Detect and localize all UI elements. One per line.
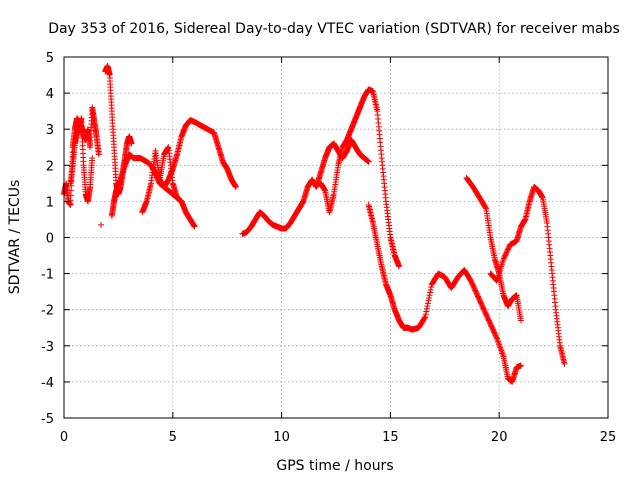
series (463, 174, 524, 324)
data-point (396, 263, 403, 270)
series (139, 144, 198, 230)
series (365, 202, 524, 385)
plot-frame (63, 56, 609, 419)
data-point (422, 313, 429, 320)
series (239, 137, 372, 237)
y-tick-label: -4 (41, 376, 54, 391)
data-point (425, 297, 432, 304)
data-point (517, 362, 524, 369)
x-tick-labels: 0 5 10 15 20 25 (60, 430, 616, 445)
series (67, 115, 96, 205)
y-tick-label: 2 (46, 159, 54, 174)
x-tick-label: 25 (600, 430, 617, 445)
x-tick-label: 10 (273, 430, 290, 445)
data-point (97, 221, 104, 228)
x-tick-label: 15 (382, 430, 399, 445)
y-tick-label: 4 (46, 87, 54, 102)
y-tick-label: -1 (41, 268, 54, 283)
data-point (422, 311, 429, 318)
series (97, 221, 104, 228)
data-point (493, 277, 500, 284)
y-tick-label: 5 (46, 51, 54, 66)
series (152, 117, 239, 190)
data-point (428, 284, 435, 291)
y-tick-label: -2 (41, 304, 54, 319)
chart-title: Day 353 of 2016, Sidereal Day-to-day VTE… (48, 21, 620, 37)
series (102, 63, 135, 198)
data-point (95, 151, 102, 158)
x-tick-label: 0 (60, 430, 68, 445)
x-tick-label: 20 (491, 430, 508, 445)
series (487, 183, 568, 367)
data-point (421, 314, 428, 321)
data-point (191, 223, 198, 230)
data-point (232, 183, 239, 190)
x-tick-label: 5 (169, 430, 177, 445)
data-point (493, 334, 500, 341)
data-point (89, 155, 96, 162)
data-points (61, 63, 568, 385)
data-point (365, 158, 372, 165)
data-point (426, 294, 433, 301)
y-tick-label: -3 (41, 340, 54, 355)
data-point (128, 140, 135, 147)
grid (64, 57, 608, 418)
y-tick-label: 3 (46, 123, 54, 138)
x-axis-label: GPS time / hours (276, 458, 393, 474)
y-tick-label: -5 (41, 412, 54, 427)
data-point (482, 204, 489, 211)
data-point (423, 305, 430, 312)
data-point (427, 286, 434, 293)
series (317, 86, 403, 270)
y-tick-label: 1 (46, 195, 54, 210)
data-point (517, 317, 524, 324)
data-point (561, 360, 568, 367)
data-point (424, 303, 431, 310)
y-tick-labels: -5 -4 -3 -2 -1 0 1 2 3 4 5 (41, 51, 54, 427)
y-tick-label: 0 (46, 232, 54, 247)
data-point (423, 308, 430, 315)
y-axis-label: SDTVAR / TECUs (7, 180, 23, 295)
data-point (424, 300, 431, 307)
data-point (426, 292, 433, 299)
data-point (427, 289, 434, 296)
